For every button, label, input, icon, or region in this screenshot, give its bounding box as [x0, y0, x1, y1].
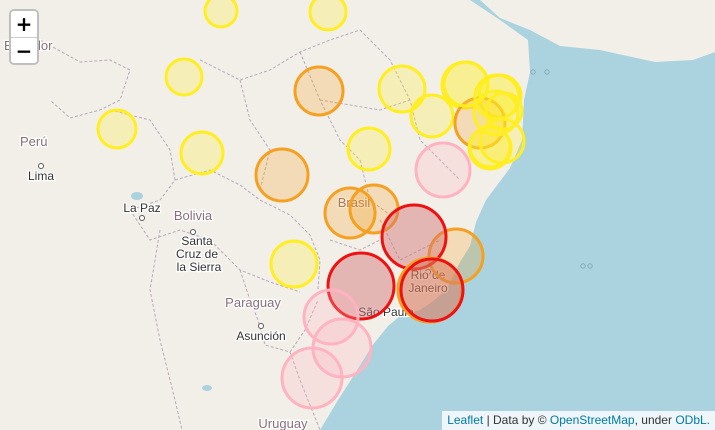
- markers-layer: [96, 0, 526, 410]
- marker-orange[interactable]: [254, 147, 310, 203]
- place-label: Perú: [20, 134, 47, 149]
- marker-yellow[interactable]: [473, 73, 521, 121]
- attribution-separator: | Data by ©: [483, 413, 550, 427]
- marker-yellow[interactable]: [377, 64, 427, 114]
- marker-yellow[interactable]: [409, 93, 455, 139]
- marker-yellow[interactable]: [96, 108, 138, 150]
- attribution-under-text: , under: [634, 413, 676, 427]
- country-border: [239, 269, 319, 353]
- leaflet-link[interactable]: Leaflet: [447, 413, 484, 427]
- marker-pink[interactable]: [280, 346, 344, 410]
- island: [530, 69, 536, 75]
- city-dot: [139, 215, 145, 221]
- map-attribution: Leaflet | Data by © OpenStreetMap, under…: [442, 411, 715, 430]
- marker-red[interactable]: [326, 251, 396, 321]
- marker-yellow[interactable]: [467, 125, 513, 171]
- place-label: Lima: [28, 169, 54, 183]
- marker-yellow[interactable]: [203, 0, 239, 29]
- place-label: Cruz de: [176, 247, 218, 261]
- island: [580, 263, 586, 269]
- lake: [202, 385, 212, 391]
- country-border: [199, 29, 361, 81]
- place-label: la Sierra: [177, 260, 222, 274]
- lake-titicaca: [131, 192, 143, 200]
- place-label: La Paz: [123, 201, 160, 215]
- place-label: Paraguay: [225, 295, 281, 310]
- country-border: [39, 39, 131, 119]
- marker-pink[interactable]: [414, 141, 472, 199]
- place-label: Rio de: [411, 268, 446, 282]
- marker-yellow[interactable]: [308, 0, 348, 32]
- place-label: Brasil: [338, 195, 371, 210]
- marker-yellow[interactable]: [164, 57, 204, 97]
- country-border: [289, 351, 321, 430]
- zoom-control: + −: [9, 9, 39, 65]
- zoom-out-button[interactable]: −: [11, 38, 37, 63]
- city-dot: [258, 323, 264, 329]
- place-label: Uruguay: [258, 416, 308, 430]
- place-label: Bolivia: [174, 208, 213, 223]
- city-dot: [38, 163, 44, 169]
- country-border: [359, 29, 461, 181]
- zoom-in-button[interactable]: +: [11, 11, 37, 38]
- city-dot: [425, 269, 431, 275]
- island: [544, 69, 550, 75]
- country-border: [109, 109, 176, 211]
- marker-orange[interactable]: [293, 65, 345, 117]
- marker-yellow[interactable]: [442, 60, 490, 108]
- marker-yellow[interactable]: [472, 89, 520, 137]
- country-border: [329, 239, 381, 251]
- openstreetmap-link[interactable]: OpenStreetMap: [549, 413, 635, 427]
- odbl-license-link[interactable]: ODbL.: [675, 413, 710, 427]
- country-border: [174, 169, 321, 291]
- country-border: [129, 209, 301, 293]
- place-label: Janeiro: [408, 281, 448, 295]
- city-dot: [190, 229, 196, 235]
- marker-yellow[interactable]: [269, 239, 319, 289]
- place-label: Asunción: [236, 329, 285, 343]
- island: [587, 263, 593, 269]
- marker-yellow[interactable]: [346, 126, 392, 172]
- country-border: [239, 79, 271, 191]
- marker-orange[interactable]: [427, 227, 485, 285]
- country-border: [379, 219, 441, 261]
- place-label: Santa: [181, 234, 213, 248]
- country-border: [149, 229, 183, 430]
- marker-red[interactable]: [380, 203, 448, 271]
- city-dot: [360, 201, 366, 207]
- marker-yellow[interactable]: [179, 130, 225, 176]
- marker-red[interactable]: [399, 257, 465, 323]
